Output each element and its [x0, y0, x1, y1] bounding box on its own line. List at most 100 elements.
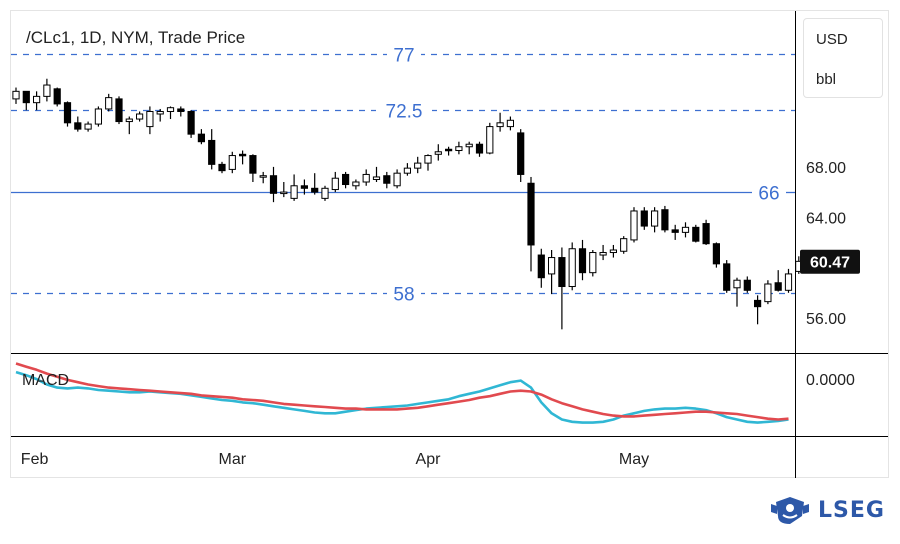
candle-body: [125, 118, 133, 123]
candle: [496, 112, 504, 132]
candle-body: [342, 173, 350, 186]
time-tick-label: Mar: [219, 451, 247, 468]
candle: [136, 111, 144, 122]
candle: [331, 171, 339, 193]
candle-body: [681, 226, 690, 233]
candle: [702, 219, 710, 245]
candle-body: [537, 254, 545, 279]
candle-body: [496, 122, 504, 128]
candle: [568, 242, 576, 291]
candle-body: [630, 210, 638, 241]
candle-body: [331, 177, 339, 191]
axis-layer: 68.00 64.00 56.00 0.0000 Feb Mar Apr May 60.47: [21, 160, 860, 468]
candle-body: [280, 191, 288, 195]
candle-body: [671, 229, 679, 233]
candle: [300, 179, 308, 195]
candle: [166, 106, 175, 120]
candle-body: [372, 176, 381, 180]
candle: [764, 280, 772, 305]
candle: [228, 151, 236, 174]
candle-body: [218, 163, 226, 172]
candle: [218, 161, 226, 174]
candle: [609, 244, 617, 258]
candle-body: [300, 185, 308, 189]
candle: [53, 87, 61, 107]
level-label-bg: [376, 99, 432, 122]
unit-label: bbl: [816, 71, 837, 88]
candle: [84, 121, 92, 132]
candle-body: [568, 248, 576, 288]
candle: [94, 106, 103, 127]
lion-shield-icon: [771, 497, 809, 524]
candle-body: [383, 175, 391, 184]
candle-body: [517, 132, 525, 175]
candle: [712, 242, 720, 268]
candle: [146, 106, 154, 135]
candle: [197, 129, 206, 145]
candle-body: [424, 155, 432, 164]
chart-title: /CLc1, 1D, NYM, Trade Price: [26, 28, 245, 47]
candle-body: [764, 283, 772, 303]
candle: [352, 179, 360, 190]
level-label: 66: [758, 184, 779, 205]
candle: [403, 163, 411, 176]
candle: [671, 224, 679, 240]
candle-body: [208, 139, 216, 165]
candle-body: [455, 146, 463, 152]
candle: [187, 110, 195, 138]
price-tick-label: 56.00: [806, 311, 846, 328]
candle: [372, 166, 381, 182]
currency-label: USD: [816, 31, 848, 48]
time-tick-label: May: [619, 451, 649, 468]
candle-body: [197, 133, 206, 143]
candle: [754, 295, 762, 325]
candle-body: [620, 238, 628, 252]
candle: [640, 207, 648, 230]
candle-body: [712, 243, 720, 265]
candle: [22, 90, 30, 111]
candle: [599, 244, 607, 261]
candle: [33, 91, 41, 111]
candle: [414, 156, 422, 174]
candle: [105, 93, 113, 112]
candle: [208, 129, 216, 170]
candle: [393, 169, 401, 189]
candle: [475, 141, 484, 157]
candle: [290, 174, 298, 201]
candle-body: [661, 209, 669, 231]
candle-body: [692, 226, 700, 242]
candle-body: [527, 182, 535, 246]
candle-body: [733, 279, 741, 289]
candle-body: [43, 84, 51, 97]
candle: [558, 247, 566, 330]
candle-body: [12, 90, 20, 100]
time-tick-label: Apr: [416, 451, 442, 468]
candle-body: [743, 279, 751, 291]
candle-body: [506, 119, 514, 128]
candle: [125, 116, 133, 135]
candle-body: [599, 252, 607, 256]
candle-body: [609, 249, 617, 254]
candle-body: [640, 210, 648, 227]
candle: [177, 106, 185, 117]
candle: [63, 101, 72, 127]
level-label: 58: [393, 285, 414, 306]
candle: [280, 182, 288, 198]
candle: [486, 122, 494, 155]
candle-body: [651, 210, 659, 227]
candle: [620, 236, 628, 254]
candle-body: [589, 252, 597, 274]
candle-body: [166, 107, 175, 112]
candle: [651, 207, 659, 233]
macd-layer: [15, 362, 789, 424]
candle-body: [94, 108, 103, 125]
candle-body: [249, 155, 257, 174]
candle-body: [445, 148, 453, 152]
candle-body: [239, 153, 247, 157]
candle-body: [269, 175, 278, 194]
candle: [784, 268, 793, 293]
candle-body: [105, 97, 113, 110]
candle: [661, 205, 669, 233]
candle: [321, 185, 329, 201]
lseg-logo: LSEG: [768, 493, 885, 527]
